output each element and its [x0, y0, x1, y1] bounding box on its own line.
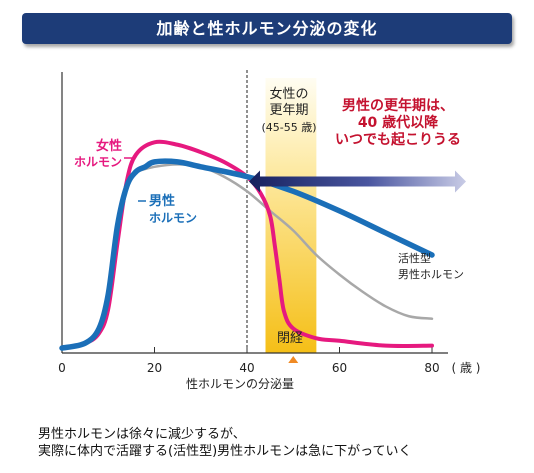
x-unit-label: ( 歳 )	[452, 361, 481, 375]
x-tick-20: 20	[147, 361, 162, 375]
menopause-marker-icon	[288, 356, 299, 363]
callout-line1: 男性の更年期は、	[342, 97, 454, 114]
male-label-line1: 男性	[149, 193, 175, 209]
x-tick-40: 40	[239, 361, 254, 375]
menopause-label-line1: 女性の	[269, 86, 308, 102]
male-hormone-line	[59, 158, 435, 351]
caption-line1: 男性ホルモンは徐々に減少するが、	[38, 427, 246, 442]
male-label-line2: ホルモン	[149, 211, 197, 225]
x-axis-label: 性ホルモンの分泌量	[186, 377, 294, 391]
caption: 男性ホルモンは徐々に減少するが、 実際に体内で活躍する(活性型)男性ホルモンは急…	[38, 426, 528, 460]
caption-line2: 実際に体内で活躍する(活性型)男性ホルモンは急に下がっていく	[38, 444, 412, 459]
x-tick-0: 0	[58, 361, 66, 375]
callout-line2: 40 歳代以降	[358, 114, 439, 131]
menopause-age-range: (45-55 歳)	[261, 121, 316, 134]
callout-line3: いつでも起こりうる	[335, 131, 461, 148]
active-male-label-line1: 活性型	[398, 251, 431, 265]
female-label-line1: 女性	[96, 138, 122, 154]
x-tick-60: 60	[332, 361, 347, 375]
heikei-label: 閉経	[277, 331, 303, 346]
x-tick-80: 80	[424, 361, 439, 375]
male-menopause-arrow	[249, 170, 466, 193]
title-banner: 加齢と性ホルモン分泌の変化	[22, 13, 512, 44]
female-label-line2: ホルモン	[74, 155, 122, 169]
menopause-label-line2: 更年期	[269, 103, 308, 118]
menopause-band	[265, 78, 317, 353]
chart-title: 加齢と性ホルモン分泌の変化	[156, 19, 378, 38]
active-male-label-line2: 男性ホルモン	[398, 267, 464, 281]
